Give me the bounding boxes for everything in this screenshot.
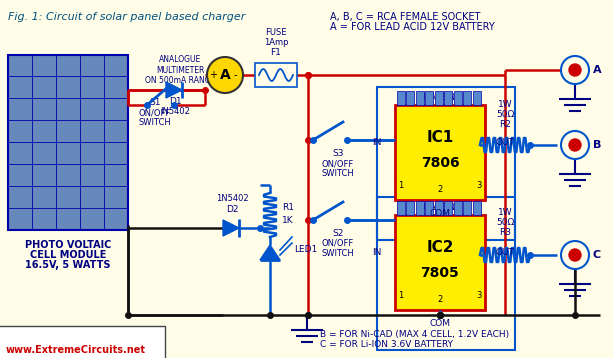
Bar (473, 201, 481, 215)
Text: R1: R1 (282, 203, 294, 212)
Text: HEAT SINK: HEAT SINK (420, 93, 460, 102)
Circle shape (569, 249, 581, 261)
Text: IN: IN (372, 248, 382, 257)
Text: A: A (219, 68, 230, 82)
Text: S1: S1 (149, 98, 161, 107)
Bar (377, 197, 515, 350)
Text: 50Ω: 50Ω (496, 110, 514, 119)
Text: FUSE: FUSE (265, 28, 287, 37)
Bar (454, 201, 462, 215)
Bar (435, 91, 443, 105)
Text: IN5402: IN5402 (160, 107, 190, 116)
Text: B: B (593, 140, 601, 150)
Bar (425, 91, 433, 105)
Text: ON/OFF: ON/OFF (139, 108, 171, 117)
Text: 1K: 1K (282, 216, 294, 225)
Text: 1W: 1W (498, 100, 512, 109)
Text: 50Ω: 50Ω (496, 218, 514, 227)
Text: D2: D2 (226, 205, 238, 214)
Bar (397, 201, 405, 215)
Text: 7805: 7805 (421, 266, 459, 280)
Text: COM: COM (430, 319, 451, 328)
Text: LED1: LED1 (294, 246, 318, 255)
Polygon shape (166, 82, 182, 98)
Text: SWITCH: SWITCH (322, 169, 354, 178)
Circle shape (561, 241, 589, 269)
Bar (454, 91, 462, 105)
Text: 1W: 1W (498, 208, 512, 217)
Text: B = FOR Ni-CAD (MAX 4 CELL, 1.2V EACH): B = FOR Ni-CAD (MAX 4 CELL, 1.2V EACH) (320, 330, 509, 339)
Bar (425, 201, 433, 215)
Bar (255, 63, 297, 87)
Text: F1: F1 (270, 48, 281, 57)
Bar (435, 201, 443, 215)
Bar (463, 201, 471, 215)
Text: CELL MODULE: CELL MODULE (30, 250, 106, 260)
Circle shape (561, 56, 589, 84)
Text: IN: IN (372, 138, 382, 147)
Text: 3: 3 (476, 291, 482, 300)
Text: 1: 1 (398, 291, 403, 300)
Text: 7806: 7806 (421, 156, 459, 170)
Text: IC2: IC2 (426, 240, 454, 255)
Text: C: C (593, 250, 601, 260)
Text: 3: 3 (476, 181, 482, 190)
Text: D1: D1 (169, 97, 181, 106)
Bar (397, 91, 405, 105)
Bar (463, 91, 471, 105)
Text: A: A (593, 65, 601, 75)
Text: www.ExtremeCircuits.net: www.ExtremeCircuits.net (6, 345, 146, 355)
Text: R3: R3 (499, 228, 511, 237)
Circle shape (207, 57, 243, 93)
Bar (473, 91, 481, 105)
Bar (416, 91, 424, 105)
Text: 2: 2 (437, 185, 443, 194)
Text: ON/OFF: ON/OFF (322, 159, 354, 168)
Bar (444, 201, 452, 215)
Circle shape (569, 139, 581, 151)
Bar (395, 215, 485, 310)
Bar (444, 91, 452, 105)
Text: 1: 1 (398, 181, 403, 190)
Circle shape (561, 131, 589, 159)
Bar (406, 201, 414, 215)
Bar (377, 87, 515, 240)
Text: +: + (209, 70, 217, 80)
Polygon shape (223, 220, 239, 236)
Text: 16.5V, 5 WATTS: 16.5V, 5 WATTS (25, 260, 111, 270)
Text: Fig. 1: Circuit of solar panel based charger: Fig. 1: Circuit of solar panel based cha… (8, 12, 245, 22)
Text: HEAT SINK: HEAT SINK (420, 203, 460, 212)
Text: A = FOR LEAD ACID 12V BATTERY: A = FOR LEAD ACID 12V BATTERY (330, 22, 495, 32)
Bar (416, 201, 424, 215)
Text: R2: R2 (499, 120, 511, 129)
Text: ANALOGUE
MULTIMETER
ON 500mA RANGE: ANALOGUE MULTIMETER ON 500mA RANGE (145, 55, 215, 85)
Text: C = FOR Li-ION 3.6V BATTERY: C = FOR Li-ION 3.6V BATTERY (320, 340, 453, 349)
Text: OUT: OUT (495, 138, 514, 147)
Text: IC1: IC1 (427, 130, 454, 145)
Circle shape (569, 64, 581, 76)
Text: ON/OFF: ON/OFF (322, 239, 354, 248)
Bar (406, 91, 414, 105)
Text: SWITCH: SWITCH (139, 118, 172, 127)
Text: PHOTO VOLTAIC: PHOTO VOLTAIC (25, 240, 111, 250)
Text: COM: COM (430, 209, 451, 218)
Text: OUT: OUT (495, 248, 514, 257)
Bar (395, 105, 485, 200)
Text: 1Amp: 1Amp (264, 38, 288, 47)
Text: -: - (234, 70, 237, 80)
Text: SWITCH: SWITCH (322, 249, 354, 258)
Text: 1N5402: 1N5402 (216, 194, 248, 203)
Text: S3: S3 (332, 149, 344, 158)
Polygon shape (260, 245, 280, 260)
Bar (8, 55, 128, 230)
Text: 2: 2 (437, 295, 443, 304)
Text: S2: S2 (332, 229, 344, 238)
Text: A, B, C = RCA FEMALE SOCKET: A, B, C = RCA FEMALE SOCKET (330, 12, 481, 22)
